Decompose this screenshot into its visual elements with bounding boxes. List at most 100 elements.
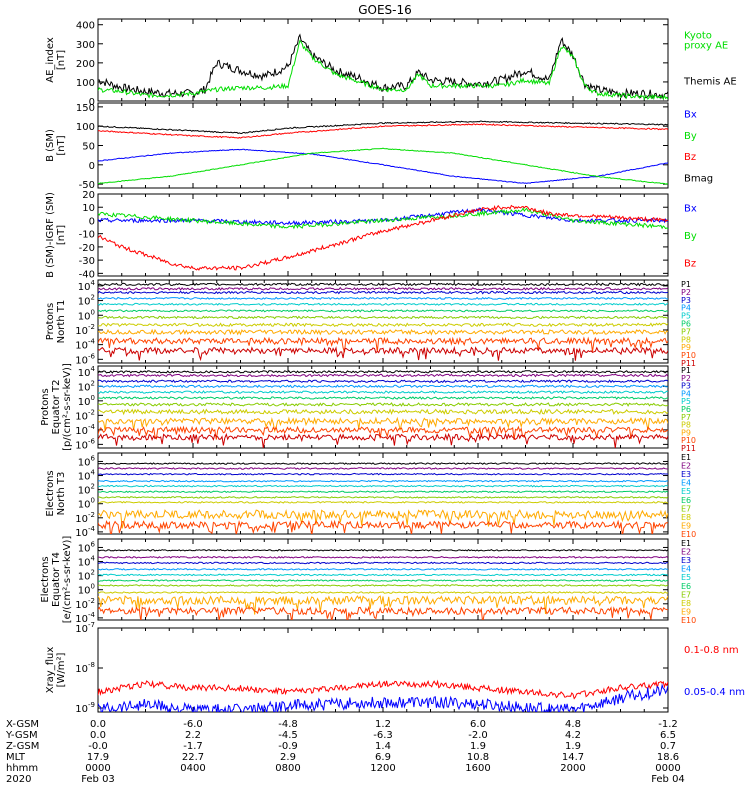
y-tick-label: 10-4 (75, 423, 95, 437)
data-layer (98, 462, 668, 534)
y-tick-label: 104 (78, 365, 96, 379)
channel-p8 (98, 322, 668, 328)
data-layer (98, 204, 668, 271)
y-tick-label: 0 (89, 216, 95, 227)
panel-frame (97, 627, 669, 713)
channel-e8 (98, 500, 668, 504)
footer-value: 6.0 (470, 719, 486, 730)
y-tick-label: 10-2 (75, 408, 95, 422)
y-axis-label: ProtonsNorth T1 (45, 300, 67, 344)
legend: Bx By Bz Bmag (684, 110, 713, 185)
legend-entry: 0.1-0.8 nm (684, 645, 739, 656)
y-axis-label: ElectronsNorth T3 (45, 470, 67, 516)
legend-entry: By (684, 131, 697, 142)
footer-row-label: Z-GSM (6, 741, 39, 752)
legend-entry: E10 (681, 616, 696, 625)
channel-p10 (98, 336, 668, 353)
channel-p11 (98, 345, 668, 362)
footer-value: 1.9 (565, 741, 581, 752)
data-layer (98, 120, 668, 185)
footer-row-label: Y-GSM (5, 730, 38, 741)
panel-xray-flux: 10-7 10-8 10-9 Xray_flux[W/m²] 0.1-0.8 nm 0.0… (45, 621, 745, 715)
y-tick-label: 106 (78, 454, 96, 468)
legend-entry: P11 (681, 444, 696, 453)
legend-entry: P2 (681, 374, 691, 383)
footer-value: 6.5 (660, 730, 676, 741)
footer-row-label: hhmm (6, 763, 38, 774)
legend-entry: E4 (681, 479, 691, 488)
channel-p2 (98, 286, 668, 291)
y-tick-label: 104 (78, 469, 96, 483)
footer-value: 1.9 (470, 741, 486, 752)
legend-entry: P1 (681, 280, 691, 289)
footer-value: 0400 (180, 763, 205, 774)
channel-e10 (98, 605, 668, 620)
channel-e7 (98, 496, 668, 499)
channel-e1 (98, 548, 668, 552)
channel-p8 (98, 408, 668, 416)
legend-entry: P4 (681, 304, 691, 313)
channel-e6 (98, 490, 668, 494)
footer-value: Feb 04 (651, 774, 685, 785)
footer-value: Feb 03 (81, 774, 115, 785)
y-tick-label: 10-2 (75, 597, 95, 611)
channel-p3 (98, 379, 668, 384)
series-by (98, 147, 668, 185)
legend-entry: P5 (681, 397, 691, 406)
legend-entry: P8 (681, 421, 691, 430)
y-tick-label: 10-7 (75, 621, 95, 635)
channel-p11 (98, 432, 668, 448)
channel-e5 (98, 484, 668, 488)
legend-entry: P6 (681, 320, 691, 329)
legend-entry: P6 (681, 405, 691, 414)
y-tick-label: 10-9 (75, 701, 95, 715)
legend-entry: Themis AE (683, 77, 737, 88)
footer-value: 0000 (655, 763, 680, 774)
legend-entry: E7 (681, 590, 691, 599)
y-tick-label: 106 (78, 540, 96, 554)
y-tick-label: 102 (78, 379, 95, 393)
series-bx (98, 148, 668, 184)
legend-entry: P9 (681, 343, 691, 352)
legend-entry: E2 (681, 462, 691, 471)
channel-e2 (98, 555, 668, 559)
channel-p4 (98, 384, 668, 389)
legend-entry: E8 (681, 599, 691, 608)
legend-entry: E10 (681, 530, 696, 539)
ephemeris-footer: X-GSMY-GSMZ-GSMMLThhmm20200.00.0-0.017.9… (5, 719, 685, 785)
footer-value: 2.9 (280, 752, 296, 763)
y-tick-label: -10 (79, 230, 95, 241)
y-tick-label: 102 (78, 483, 95, 497)
channel-p10 (98, 425, 668, 440)
y-tick-label: -40 (79, 269, 95, 280)
legend-entry: E7 (681, 504, 691, 513)
legend-entry: P10 (681, 436, 696, 445)
legend-entry: Bz (684, 258, 696, 269)
channel-e7 (98, 584, 668, 587)
channel-p2 (98, 373, 668, 378)
channel-e4 (98, 567, 668, 571)
data-layer (98, 282, 668, 362)
footer-value: 0.7 (660, 741, 676, 752)
channel-p9 (98, 416, 668, 433)
panel-frame (97, 102, 669, 189)
series-bz (98, 123, 668, 139)
legend-entry: P2 (681, 288, 691, 297)
footer-value: 0.0 (90, 730, 106, 741)
footer-value: -1.7 (183, 741, 203, 752)
footer-value: 1600 (465, 763, 490, 774)
legend-entry: P1 (681, 366, 691, 375)
footer-value: -4.5 (278, 730, 298, 741)
channel-e9 (98, 508, 668, 529)
y-tick-label: 10 (82, 203, 95, 214)
series-by (98, 207, 668, 230)
y-tick-label: 10-2 (75, 511, 95, 525)
channel-p4 (98, 296, 668, 300)
channel-p6 (98, 309, 668, 313)
footer-value: -6.3 (373, 730, 393, 741)
legend-entry: P3 (681, 296, 691, 305)
